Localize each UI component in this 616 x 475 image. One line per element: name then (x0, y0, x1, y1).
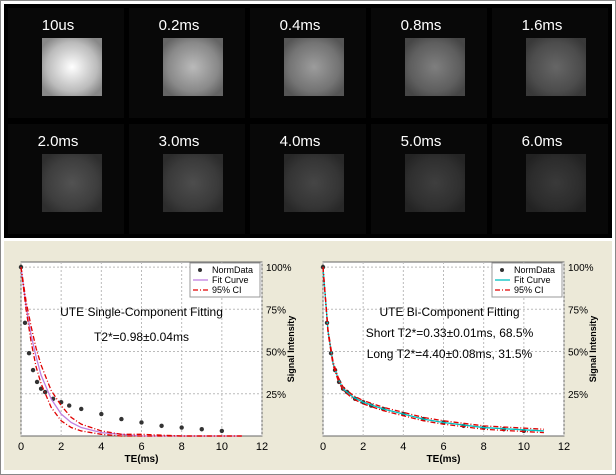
annotation: UTE Bi-Component Fitting (379, 305, 519, 319)
y-tick-label: 50% (568, 348, 588, 359)
legend-marker (500, 268, 504, 272)
fit-curve (322, 267, 544, 432)
ci-upper (20, 266, 242, 437)
data-point (219, 428, 225, 434)
image-label: 0.2ms (159, 17, 200, 34)
data-point (159, 423, 164, 429)
y-tick-label: 100% (266, 263, 292, 274)
image-label: 6.0ms (522, 133, 563, 150)
annotation: T2*=0.98±0.04ms (94, 330, 189, 344)
data-point (22, 320, 28, 326)
x-tick-label: 8 (179, 441, 185, 453)
data-point (34, 379, 40, 385)
data-point (67, 403, 72, 408)
x-tick-label: 8 (481, 441, 487, 453)
data-point (30, 367, 36, 373)
x-tick-label: 12 (558, 441, 570, 453)
image-label: 3.0ms (159, 133, 200, 150)
phantom (163, 38, 223, 96)
x-tick-label: 6 (138, 441, 144, 453)
data-point (26, 351, 32, 356)
x-tick-label: 12 (256, 441, 268, 453)
phantom (284, 154, 344, 212)
y-axis-label: Signal Intensity (588, 316, 598, 383)
y-tick-label: 50% (266, 348, 286, 359)
x-axis-label: TE(ms) (427, 454, 461, 465)
image-label: 10us (42, 17, 75, 34)
annotation: Short T2*=0.33±0.01ms, 68.5% (366, 326, 534, 340)
x-tick-label: 10 (216, 441, 228, 453)
x-tick-label: 10 (518, 441, 530, 453)
x-tick-label: 0 (320, 441, 326, 453)
phantom (405, 38, 465, 96)
data-point (119, 416, 124, 422)
y-tick-label: 25% (568, 390, 588, 401)
y-tick-label: 100% (568, 263, 594, 274)
y-tick-label: 25% (266, 390, 286, 401)
ci-lower (20, 266, 242, 437)
x-tick-label: 2 (58, 441, 64, 453)
ci-lower (322, 267, 544, 434)
x-tick-label: 0 (18, 441, 24, 453)
legend-label: NormData (514, 265, 555, 275)
legend-label: Fit Curve (212, 275, 249, 285)
legend-label: 95% CI (212, 285, 242, 295)
phantom (405, 154, 465, 212)
image-label: 0.8ms (401, 17, 442, 34)
x-tick-label: 4 (400, 441, 406, 453)
y-axis-label: Signal Intensity (286, 316, 296, 383)
legend-label: 95% CI (514, 285, 544, 295)
x-tick-label: 6 (440, 441, 446, 453)
image-label: 1.6ms (522, 17, 563, 34)
image-label: 5.0ms (401, 133, 442, 150)
ci-upper (322, 267, 544, 430)
x-axis-label: TE(ms) (125, 454, 159, 465)
annotation: UTE Single-Component Fitting (60, 305, 223, 319)
data-point (99, 411, 104, 417)
data-point (320, 264, 326, 270)
image-label: 0.4ms (280, 17, 321, 34)
phantom (526, 154, 586, 212)
legend-marker (198, 268, 202, 272)
phantom (284, 38, 344, 96)
data-point (18, 264, 24, 270)
legend-label: Fit Curve (514, 275, 551, 285)
image-label: 2.0ms (38, 133, 79, 150)
y-tick-label: 75% (266, 305, 286, 316)
data-point (79, 406, 84, 412)
y-tick-label: 75% (568, 305, 588, 316)
annotation: Long T2*=4.40±0.08ms, 31.5% (367, 347, 533, 361)
data-point (199, 427, 204, 432)
phantom (163, 154, 223, 212)
data-point (179, 425, 184, 430)
image-label: 4.0ms (280, 133, 321, 150)
phantom (42, 154, 102, 212)
x-tick-label: 4 (98, 441, 104, 453)
legend-label: NormData (212, 265, 253, 275)
phantom (526, 38, 586, 96)
x-tick-label: 2 (360, 441, 366, 453)
data-point (139, 420, 144, 425)
phantom (42, 38, 102, 96)
